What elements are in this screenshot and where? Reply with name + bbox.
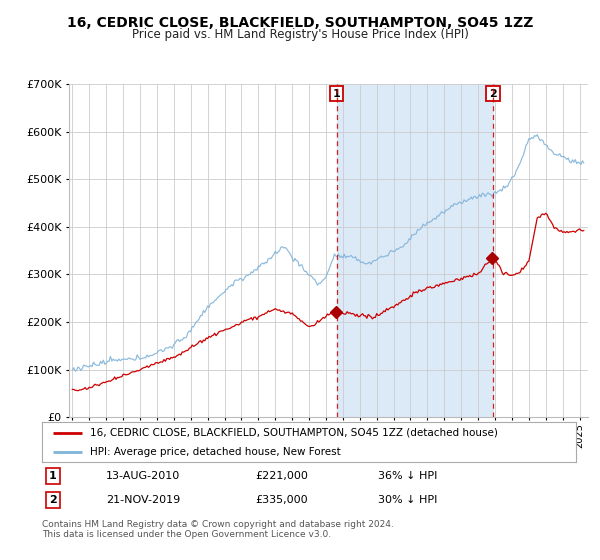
Bar (337, 84, 493, 417)
Text: 21-NOV-2019: 21-NOV-2019 (106, 495, 181, 505)
Text: 16, CEDRIC CLOSE, BLACKFIELD, SOUTHAMPTON, SO45 1ZZ (detached house): 16, CEDRIC CLOSE, BLACKFIELD, SOUTHAMPTO… (90, 428, 498, 438)
Text: £221,000: £221,000 (256, 470, 308, 480)
Text: 2: 2 (49, 495, 56, 505)
Text: HPI: Average price, detached house, New Forest: HPI: Average price, detached house, New … (90, 447, 341, 457)
Text: 36% ↓ HPI: 36% ↓ HPI (379, 470, 438, 480)
Text: Price paid vs. HM Land Registry's House Price Index (HPI): Price paid vs. HM Land Registry's House … (131, 28, 469, 41)
Text: 13-AUG-2010: 13-AUG-2010 (106, 470, 181, 480)
Text: Contains HM Land Registry data © Crown copyright and database right 2024.
This d: Contains HM Land Registry data © Crown c… (42, 520, 394, 539)
Text: 1: 1 (49, 470, 56, 480)
Text: 30% ↓ HPI: 30% ↓ HPI (379, 495, 438, 505)
Text: 2: 2 (489, 88, 497, 99)
Text: 1: 1 (332, 88, 340, 99)
Text: £335,000: £335,000 (256, 495, 308, 505)
Text: 16, CEDRIC CLOSE, BLACKFIELD, SOUTHAMPTON, SO45 1ZZ: 16, CEDRIC CLOSE, BLACKFIELD, SOUTHAMPTO… (67, 16, 533, 30)
